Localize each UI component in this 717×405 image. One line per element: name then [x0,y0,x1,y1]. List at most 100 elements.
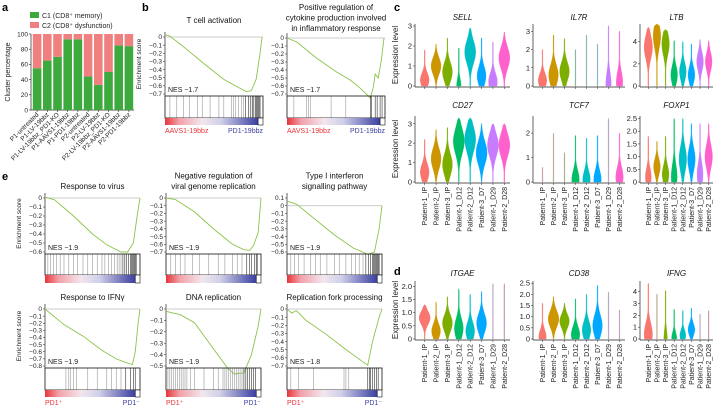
x-tick-label: Patient-2_IP [434,187,441,226]
violin-Patient-2_IP [431,301,441,340]
violin-Patient-3_IP [663,290,668,340]
y-tick-label: −0.3 [271,226,284,233]
nes-label: NES −1.9 [48,245,78,252]
y-tick-label: 0.5 [627,165,637,174]
nes-label: NES −1.7 [168,87,198,94]
y-tick-label: −0.5 [149,75,162,82]
y-tick-label: −0.2 [271,218,284,225]
violin-Patient-2_IP [548,296,559,340]
legend-label: C2 (CD8⁺ dysfunction) [42,23,113,30]
enrichment-curve [164,34,263,93]
y-tick-label: −0.5 [29,342,42,349]
violin-Patient-2_D28 [615,132,624,183]
x-tick-label: Patient-3_IP [663,187,670,226]
x-tick-label: Patient-1_D12 [573,344,580,389]
x-tick-label: Patient-2_IP [434,344,441,383]
enrichment-curve [44,196,141,253]
y-tick-label: −0.6 [29,249,42,256]
rank-colorbar-end [379,117,386,126]
bar-c1 [73,39,83,110]
y-tick-label: 0 [408,335,412,344]
violin-Patient-2_D28 [618,309,621,340]
legend-swatch [30,22,39,28]
x-tick-label: Patient-3_D7 [689,344,696,385]
bar-c1 [53,56,62,110]
violin-plot-c2: LTB 0 2 4 [633,13,713,91]
x-tick-label: Patient-3_IP [562,187,569,226]
y-tick-label: 0 [408,82,412,91]
violin-Patient-2_D12 [679,41,687,87]
y-tick-label: 2.0 [402,282,412,291]
y-tick-label: 0 [633,178,637,187]
panel-label-c: c [394,2,400,14]
x-tick-label: Patient-2_IP [551,344,558,383]
y-axis-label: Enrichment score [16,310,23,361]
violin-Patient-1_D29 [488,41,498,87]
y-tick-label: 2 [526,129,530,138]
violin-plot-c3: CD27 0 1 2 3 Expression level Patient-1_IP Pati… [391,101,510,232]
y-tick-label: −0.5 [271,75,284,82]
y-tick-label: 1.0 [402,308,412,317]
violin-Patient-1_IP [541,167,544,183]
violin-Patient-1_IP [643,283,653,340]
violin-Patient-3_D7 [475,123,488,183]
violin-Patient-1_D29 [696,123,704,183]
violin-Patient-1_D12 [456,47,462,87]
rank-colorbar-end [376,274,383,284]
plot-title: T cell activation [187,16,242,25]
y-tick-label: 0 [280,203,284,210]
violin-Patient-1_D12 [571,135,580,183]
violin-Patient-3_IP [662,136,670,183]
left-group-label: AAVS1-19bbz [165,128,209,135]
y-tick-label: 2.0 [627,127,637,136]
violin-Patient-1_D29 [699,313,701,340]
y-tick-label: 3 [408,119,412,128]
y-tick-label: −0.5 [29,240,42,247]
x-tick-label: Patient-1_D29 [606,344,613,389]
bar-c1 [43,60,52,110]
gene-title: CD27 [452,101,473,110]
y-tick-label: 2.0 [520,290,530,299]
plot-title: Response to IFNγ [60,293,124,302]
violin-Patient-1_IP [538,303,547,340]
x-tick-label: Patient-2_D28 [617,344,624,389]
y-tick-label: 0 [24,107,28,114]
y-tick-label: 3 [408,22,412,31]
panel-label-e: e [2,171,8,183]
x-tick-label: Patient-2_D12 [584,187,591,232]
y-tick-label: −0.5 [271,241,284,248]
x-tick-label: Patient-1_D29 [698,187,705,232]
y-tick-label: −0.4 [271,67,284,74]
violin-Patient-1_D29 [607,118,610,183]
plot-title: Type I interferon [306,172,364,181]
y-tick-label: 0 [280,35,284,42]
y-tick-label: 4 [633,37,637,46]
y-axis-label: Expression level [391,26,400,84]
y-tick-label: 1.0 [520,312,530,321]
nes-label: NES −1.8 [290,359,320,366]
violin-plot-d1: CD38 0 0.5 1.0 1.5 2.0 2.5 Patient-1_IP Patient-… [520,269,625,389]
left-group-label: AAVS1-19bbz [287,128,331,135]
x-tick-label: Patient-1_IP [422,344,429,383]
y-tick-label: −0.2 [271,322,284,329]
y-axis-label: Cluster percentage [5,42,12,101]
rank-colorbar [45,275,136,283]
rank-colorbar [287,390,378,397]
x-tick-label: Patient-2_D28 [502,344,509,389]
x-tick-label: Patient-3_D7 [689,187,696,228]
y-tick-label: 1 [408,62,412,71]
rank-colorbar-end [255,389,262,398]
y-tick-label: 0 [158,34,162,41]
x-tick-label: Patient-1_IP [422,187,429,226]
x-tick-label: Patient-1_IP [646,344,653,383]
y-tick-label: −0.1 [29,204,42,211]
violin-Patient-2_D28 [616,31,623,87]
y-tick-label: 2.5 [520,279,530,288]
violin-Patient-2_D28 [498,31,510,87]
bar-c1 [114,45,123,110]
y-tick-label: 0 [408,178,412,187]
nes-label: NES −1.9 [48,359,78,366]
y-tick-label: −0.3 [149,59,162,66]
